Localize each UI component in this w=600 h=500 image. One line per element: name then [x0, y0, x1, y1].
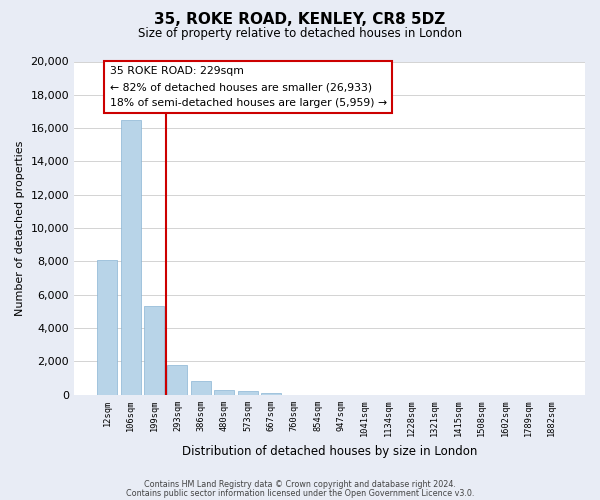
X-axis label: Distribution of detached houses by size in London: Distribution of detached houses by size … — [182, 444, 477, 458]
Text: Size of property relative to detached houses in London: Size of property relative to detached ho… — [138, 28, 462, 40]
Bar — [121, 120, 140, 394]
Bar — [97, 260, 117, 394]
Y-axis label: Number of detached properties: Number of detached properties — [15, 140, 25, 316]
Bar — [167, 364, 187, 394]
Bar — [214, 390, 234, 394]
Text: Contains HM Land Registry data © Crown copyright and database right 2024.: Contains HM Land Registry data © Crown c… — [144, 480, 456, 489]
Text: Contains public sector information licensed under the Open Government Licence v3: Contains public sector information licen… — [126, 489, 474, 498]
Text: 35, ROKE ROAD, KENLEY, CR8 5DZ: 35, ROKE ROAD, KENLEY, CR8 5DZ — [154, 12, 446, 28]
Bar — [144, 306, 164, 394]
Bar — [191, 381, 211, 394]
Text: 35 ROKE ROAD: 229sqm
← 82% of detached houses are smaller (26,933)
18% of semi-d: 35 ROKE ROAD: 229sqm ← 82% of detached h… — [110, 66, 387, 108]
Bar — [238, 391, 257, 394]
Bar — [261, 393, 281, 394]
